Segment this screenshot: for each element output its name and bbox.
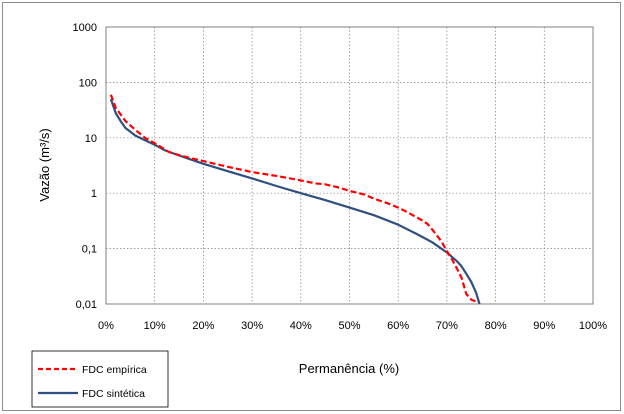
x-tick-labels: 0% 10% 20% 30% 40% 50% 60% 70% 80% 90% 100% [98, 320, 607, 332]
legend: FDC empírica FDC sintética [31, 350, 169, 408]
x-axis-title: Permanência (%) [299, 361, 399, 376]
y-tick-label: 10 [85, 133, 97, 145]
x-tick-label: 60% [387, 320, 409, 332]
y-tick-label: 100 [79, 77, 97, 89]
legend-box [31, 350, 169, 408]
x-tick-label: 70% [436, 320, 458, 332]
x-tick-label: 90% [533, 320, 555, 332]
series-line-sintetica [109, 98, 481, 305]
legend-label-empirica: FDC empírica [82, 364, 147, 376]
x-tick-label: 50% [338, 320, 360, 332]
grid [106, 27, 593, 304]
x-tick-label: 30% [241, 320, 263, 332]
y-tick-label: 0,1 [82, 244, 97, 256]
series-layer [109, 94, 481, 305]
y-tick-label: 1000 [73, 22, 97, 34]
y-tick-label: 1 [91, 188, 97, 200]
series-line-empirica [109, 94, 477, 303]
x-tick-label: 20% [192, 320, 214, 332]
y-tick-label: 0,01 [76, 299, 97, 311]
legend-label-sintetica: FDC sintética [82, 388, 145, 400]
y-axis-title: Vazão (m³/s) [37, 128, 52, 201]
x-tick-label: 100% [579, 320, 607, 332]
x-tick-label: 0% [98, 320, 114, 332]
x-tick-label: 80% [485, 320, 507, 332]
y-tick-labels: 0,01 0,1 1 10 100 1000 [73, 22, 97, 311]
x-tick-label: 10% [144, 320, 166, 332]
plot-border [105, 26, 594, 305]
x-tick-label: 40% [290, 320, 312, 332]
